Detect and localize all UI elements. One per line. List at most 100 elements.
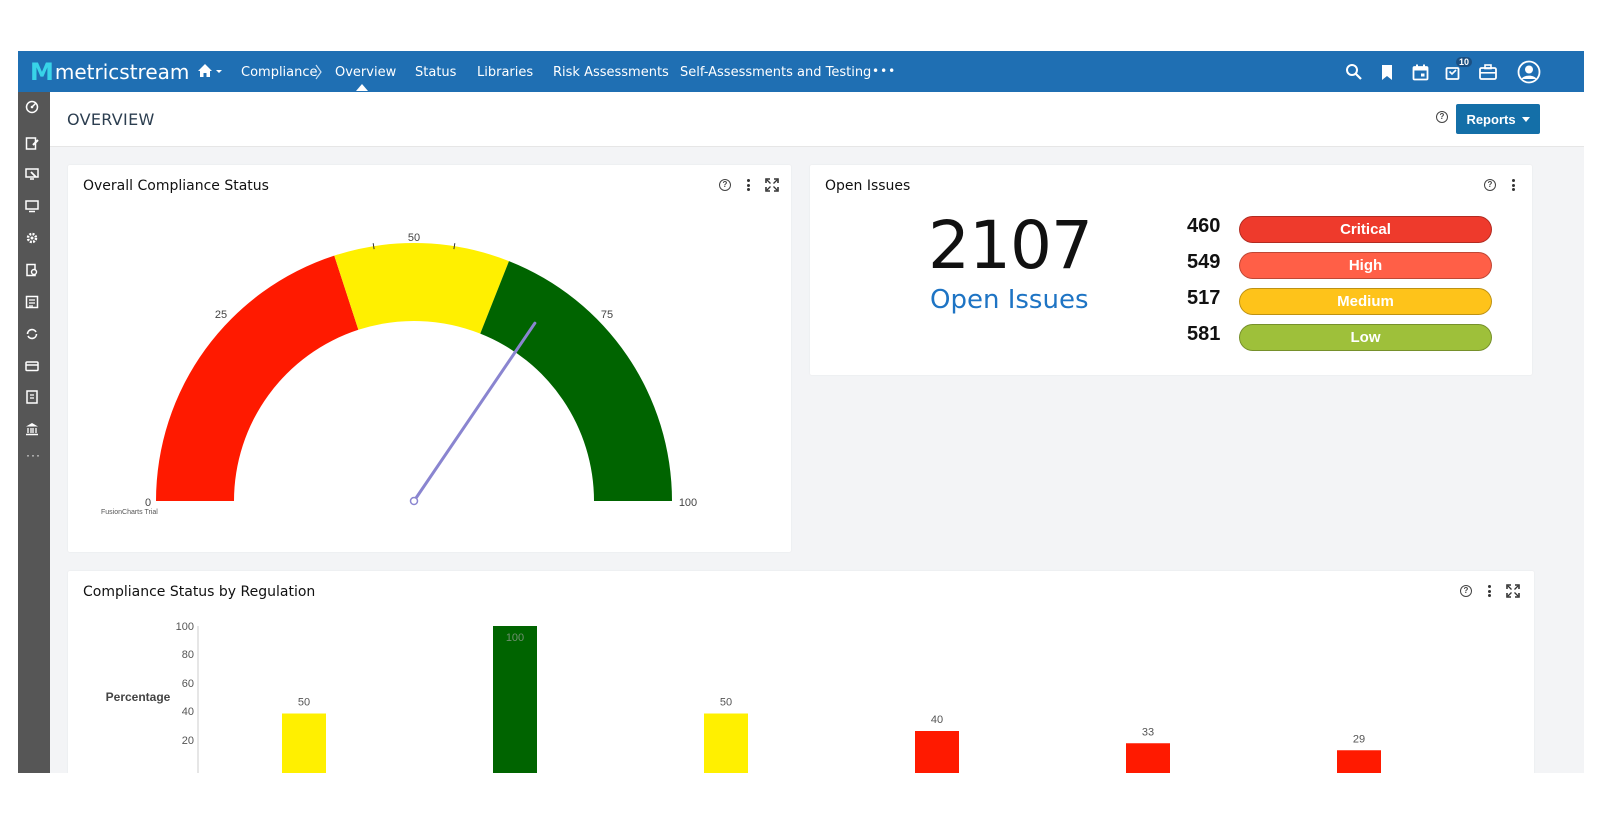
- bar[interactable]: [704, 713, 748, 774]
- search-button[interactable]: [1344, 62, 1364, 82]
- top-navigation-bar: M metricstream Compliance Overview Statu…: [18, 51, 1584, 92]
- breadcrumb-separator-icon: [315, 64, 322, 80]
- help-icon: ?: [1436, 111, 1448, 123]
- bookmark-icon: [1382, 64, 1392, 80]
- search-document-icon[interactable]: [25, 263, 39, 277]
- expand-icon[interactable]: [1506, 584, 1520, 598]
- reports-button-label: Reports: [1466, 111, 1516, 127]
- briefcase-button[interactable]: [1478, 62, 1498, 82]
- card-icon[interactable]: [25, 359, 39, 373]
- bar-value-label: 50: [298, 697, 310, 709]
- severity-count: 517: [1187, 287, 1221, 309]
- tab-libraries[interactable]: Libraries: [477, 65, 534, 80]
- left-icon-rail: ···: [18, 92, 50, 773]
- search-icon: [1346, 64, 1362, 80]
- calendar-icon: [1412, 64, 1428, 80]
- open-issues-label[interactable]: Open Issues: [930, 285, 1089, 315]
- notifications-button[interactable]: [1444, 62, 1464, 82]
- severity-row-critical[interactable]: 460 Critical: [1180, 215, 1500, 243]
- tab-self-assessments-and-testing[interactable]: Self-Assessments and Testing: [680, 65, 872, 80]
- bar-value-label: 100: [506, 632, 524, 644]
- gauge-minor-tick: [372, 243, 375, 250]
- more-options-icon[interactable]: [741, 178, 755, 192]
- more-options-icon[interactable]: [1482, 584, 1496, 598]
- reports-button[interactable]: Reports: [1456, 104, 1540, 134]
- expand-icon[interactable]: [765, 178, 779, 192]
- calendar-button[interactable]: [1410, 62, 1430, 82]
- bank-icon[interactable]: [25, 422, 39, 436]
- gauge-chart: 0 25 50 75 100 FusionCharts Trial: [101, 232, 697, 516]
- card-actions: ?: [1484, 178, 1520, 192]
- logo-mark-icon: M: [30, 58, 54, 86]
- compliance-status-by-regulation-card: Compliance Status by Regulation ? Percen…: [68, 571, 1534, 773]
- gauge-tick-label: 100: [679, 497, 697, 509]
- severity-count: 460: [1187, 215, 1221, 237]
- severity-count: 549: [1187, 251, 1221, 273]
- page-title: OVERVIEW: [67, 110, 155, 129]
- sync-icon[interactable]: [25, 327, 39, 341]
- severity-row-high[interactable]: 549 High: [1180, 251, 1500, 279]
- breadcrumb-compliance[interactable]: Compliance: [241, 65, 318, 80]
- card-actions: ?: [719, 178, 779, 192]
- bookmark-button[interactable]: [1377, 62, 1397, 82]
- tab-status[interactable]: Status: [415, 65, 457, 80]
- gauge-band-1[interactable]: [334, 243, 509, 334]
- edit-document-icon[interactable]: [25, 136, 39, 150]
- help-icon[interactable]: ?: [1460, 585, 1472, 597]
- bar[interactable]: [493, 626, 537, 773]
- severity-pill[interactable]: Critical: [1239, 216, 1492, 243]
- y-tick-label: 20: [182, 735, 194, 747]
- gauge-tick-label: 50: [408, 232, 420, 244]
- gauge-needle: [412, 321, 537, 503]
- home-menu[interactable]: [196, 62, 224, 85]
- home-icon: [198, 64, 222, 77]
- briefcase-icon: [1479, 64, 1497, 80]
- active-tab-indicator: [356, 84, 368, 91]
- gauge-minor-tick: [453, 243, 456, 250]
- report-icon[interactable]: [25, 390, 39, 404]
- settings-badge-icon[interactable]: [25, 231, 39, 245]
- tab-risk-assessments[interactable]: Risk Assessments: [553, 65, 669, 80]
- tab-overview[interactable]: Overview: [335, 65, 397, 80]
- help-icon[interactable]: ?: [719, 179, 731, 191]
- bar[interactable]: [1126, 743, 1170, 773]
- user-avatar-icon: [1517, 60, 1541, 84]
- user-profile-button[interactable]: [1516, 59, 1542, 85]
- notifications-icon: [1445, 66, 1460, 80]
- severity-row-low[interactable]: 581 Low: [1180, 323, 1500, 351]
- gauge-band-2[interactable]: [480, 261, 672, 501]
- more-tabs-button[interactable]: •••: [872, 64, 897, 78]
- help-icon[interactable]: ?: [1484, 179, 1496, 191]
- severity-row-medium[interactable]: 517 Medium: [1180, 287, 1500, 315]
- y-tick-label: 80: [182, 649, 194, 661]
- monitor-icon[interactable]: [25, 199, 39, 213]
- bar-value-label: 33: [1142, 726, 1154, 738]
- checklist-icon[interactable]: [25, 295, 39, 309]
- monitor-edit-icon[interactable]: [25, 167, 39, 181]
- y-tick-label: 100: [176, 621, 194, 633]
- open-issues-total[interactable]: 2107: [928, 207, 1093, 284]
- bar[interactable]: [282, 713, 326, 774]
- severity-pill[interactable]: Low: [1239, 324, 1492, 351]
- dashboard-icon[interactable]: [25, 100, 39, 114]
- y-axis-title: Percentage: [106, 690, 171, 704]
- card-title: Open Issues: [825, 178, 911, 194]
- metricstream-logo[interactable]: M metricstream: [30, 58, 189, 86]
- y-tick-label: 60: [182, 678, 194, 690]
- gauge-band-0[interactable]: [156, 255, 359, 501]
- rail-more-button[interactable]: ···: [26, 448, 41, 462]
- notification-count-badge: 10: [1456, 57, 1473, 67]
- bar[interactable]: [1337, 750, 1381, 773]
- bar-chart: Percentage 100 80 60 40 20 50 100 50 40 …: [106, 621, 1381, 774]
- chevron-down-icon: [216, 70, 222, 73]
- severity-pill[interactable]: High: [1239, 252, 1492, 279]
- more-options-icon[interactable]: [1506, 178, 1520, 192]
- severity-pill[interactable]: Medium: [1239, 288, 1492, 315]
- bar[interactable]: [915, 731, 959, 773]
- page-help-button[interactable]: ?: [1436, 111, 1448, 123]
- open-issues-card: Open Issues ? 2107 Open Issues 460 Criti…: [810, 165, 1532, 375]
- card-title: Compliance Status by Regulation: [83, 584, 316, 600]
- bar-value-label: 29: [1353, 733, 1365, 745]
- card-title: Overall Compliance Status: [83, 178, 269, 194]
- brand-name: metricstream: [54, 60, 190, 84]
